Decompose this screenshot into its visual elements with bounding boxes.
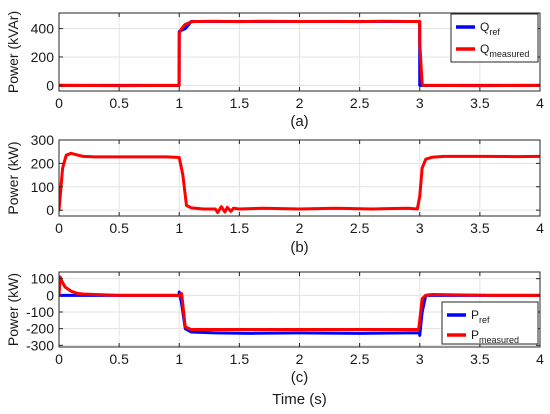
x-tick-label: 1 <box>175 220 183 236</box>
y-axis-label: Power (kW) <box>5 273 21 346</box>
x-tick-label: 2 <box>296 95 304 111</box>
x-tick-label: 3.5 <box>470 95 490 111</box>
y-axis-label: Power (kW) <box>5 141 21 214</box>
y-tick-label: 0 <box>46 202 54 218</box>
legend-box <box>450 13 539 63</box>
x-tick-label: 3 <box>416 351 424 367</box>
legend-label-sub: ref <box>479 315 490 325</box>
x-tick-label: 4 <box>536 351 544 367</box>
panel-2: 0 0.5 1 1.5 2 2.5 3 3.5 4 0 100 200 300 Power (kW) (b) <box>5 132 544 256</box>
legend-label: Qref <box>480 20 500 37</box>
x-tick-label: 0 <box>55 95 63 111</box>
legend-label-main: P <box>471 308 479 322</box>
x-tick-label: 2.5 <box>350 351 370 367</box>
x-tick-label: 2 <box>296 351 304 367</box>
legend-label: Pref <box>471 308 490 325</box>
x-tick-label: 4 <box>536 95 544 111</box>
x-tick-label: 0.5 <box>109 220 129 236</box>
legend-label-main: Q <box>480 42 489 56</box>
x-tick-label: 3.5 <box>470 351 490 367</box>
y-tick-label: 100 <box>31 271 55 287</box>
y-tick-label: 400 <box>31 21 55 37</box>
x-tick-label: 0 <box>55 220 63 236</box>
panel-caption: (c) <box>291 369 309 386</box>
x-tick-label: 1.5 <box>230 95 250 111</box>
legend-label-sub: ref <box>489 27 500 37</box>
x-tick-label: 0.5 <box>109 351 129 367</box>
legend-label-main: Q <box>480 20 489 34</box>
x-tick-label: 0.5 <box>109 95 129 111</box>
x-tick-label: 3 <box>416 95 424 111</box>
y-tick-label: 300 <box>31 132 55 148</box>
legend-label-sub: measured <box>479 335 519 345</box>
legend-box <box>441 301 539 345</box>
panel-1: 0 0.5 1 1.5 2 2.5 3 3.5 4 0 200 400 Power (kVAr) (a) Q… <box>5 11 544 130</box>
x-tick-label: 1 <box>175 351 183 367</box>
x-tick-label: 2.5 <box>350 220 370 236</box>
y-tick-label: 200 <box>31 49 55 65</box>
x-tick-label: 0 <box>55 351 63 367</box>
panel-caption: (b) <box>290 239 308 256</box>
y-axis-label: Power (kVAr) <box>5 11 21 93</box>
legend-label: Qmeasured <box>480 42 529 59</box>
series-line-measured <box>59 275 540 331</box>
legend-label: Pmeasured <box>471 328 519 345</box>
legend-label-sub: measured <box>489 49 529 59</box>
y-tick-label: 100 <box>31 179 55 195</box>
x-tick-label: 2.5 <box>350 95 370 111</box>
x-tick-label: 3.5 <box>470 220 490 236</box>
x-tick-label: 4 <box>536 220 544 236</box>
x-tick-label: 3 <box>416 220 424 236</box>
series-line-series-1 <box>59 151 540 214</box>
y-tick-label: 200 <box>31 155 55 171</box>
x-axis-label: Time (s) <box>272 391 326 408</box>
y-tick-label: 0 <box>46 287 54 303</box>
x-tick-label: 1.5 <box>230 220 250 236</box>
y-tick-label: -100 <box>26 304 54 320</box>
series-line-measured <box>59 19 540 88</box>
x-tick-label: 1.5 <box>230 351 250 367</box>
y-tick-label: -300 <box>26 337 54 353</box>
x-tick-label: 2 <box>296 220 304 236</box>
panel-caption: (a) <box>290 113 308 130</box>
legend-label-main: P <box>471 328 479 342</box>
y-tick-label: 0 <box>46 77 54 93</box>
y-tick-label: -200 <box>26 321 54 337</box>
x-tick-label: 1 <box>175 95 183 111</box>
